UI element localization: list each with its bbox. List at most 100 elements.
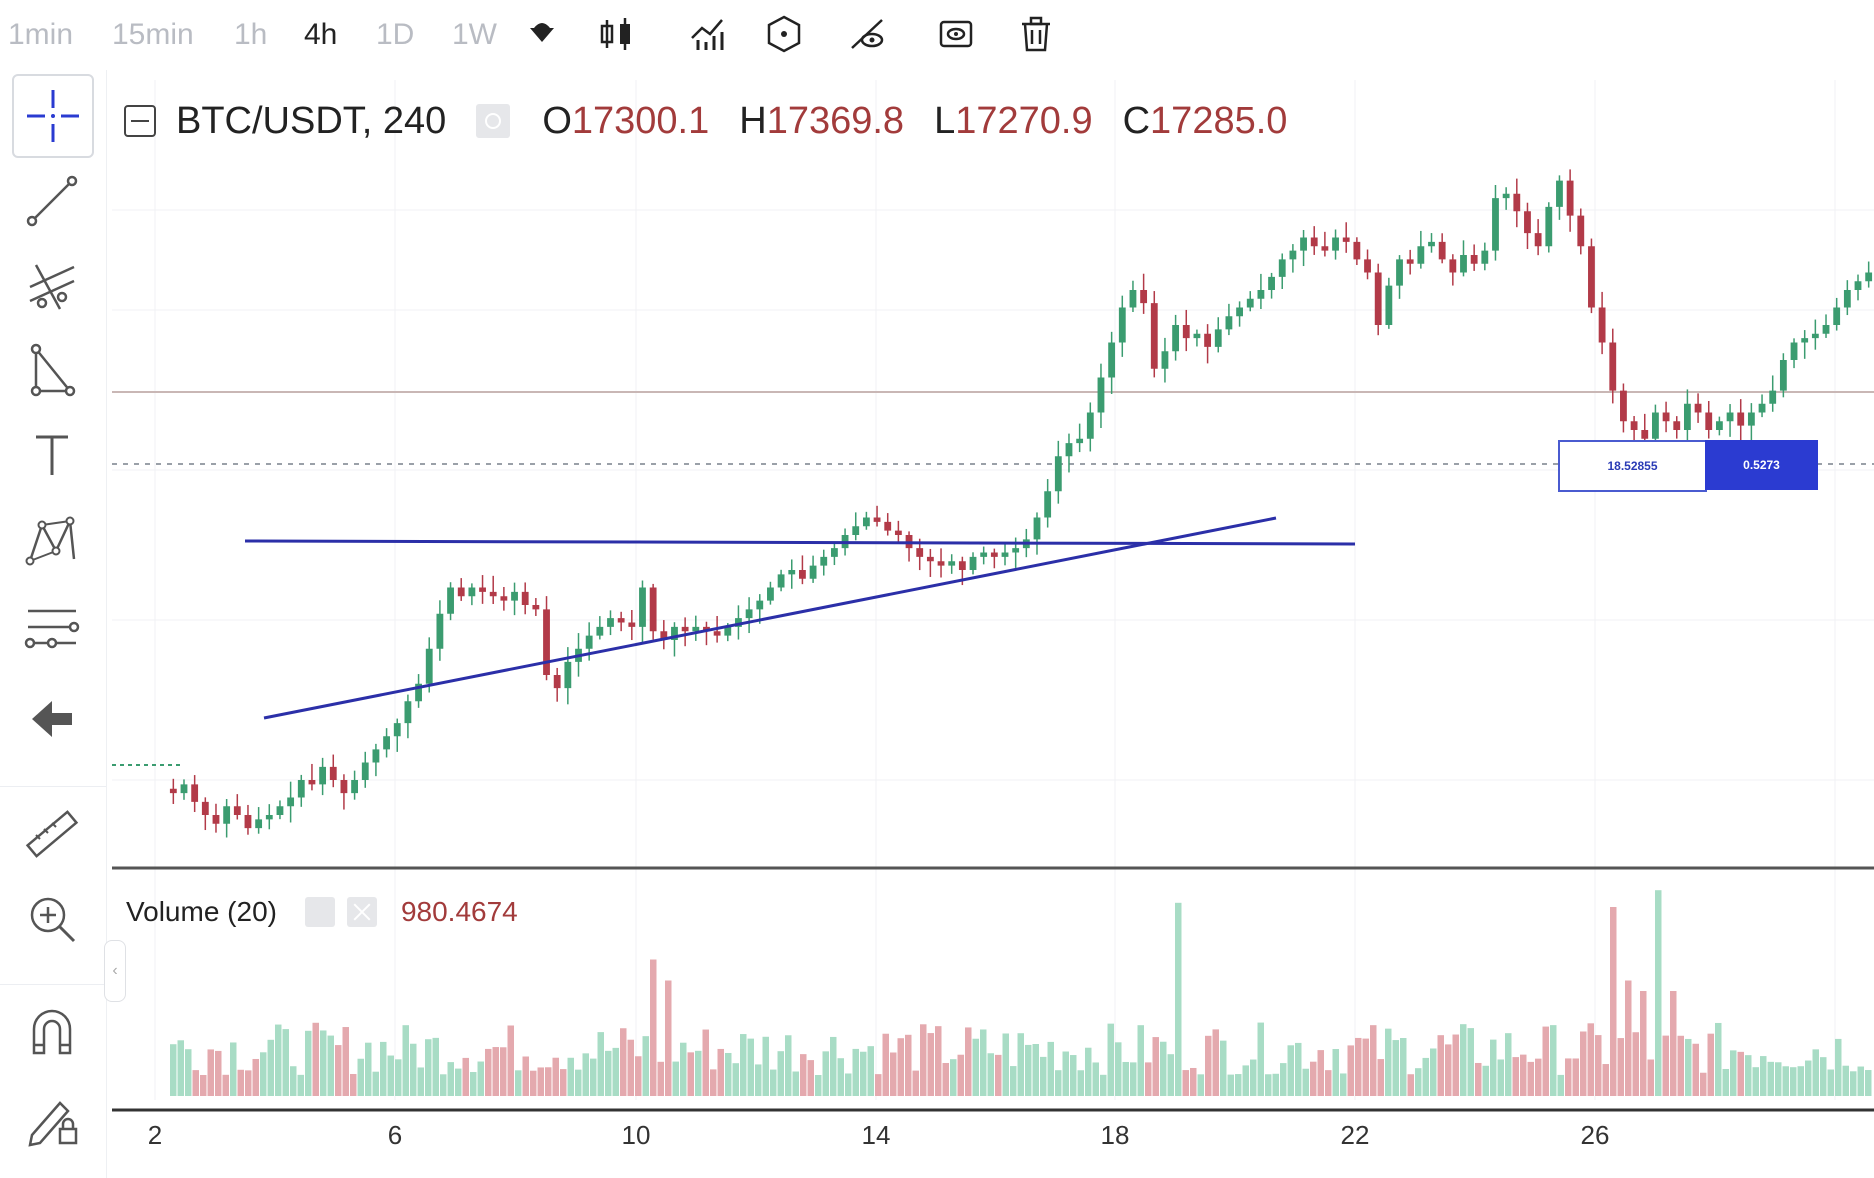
trash-icon[interactable] [1016, 14, 1056, 54]
timeframe-15min[interactable]: 15min [112, 18, 194, 51]
favorites-dropdown-icon[interactable] [522, 14, 562, 54]
volume-value: 980.4674 [400, 896, 518, 927]
measure-label-right[interactable]: 0.5273 [1705, 440, 1818, 490]
xabcd-pattern-tool[interactable] [12, 502, 92, 580]
candle-body [511, 591, 518, 601]
volume-bar [1452, 1034, 1459, 1096]
volume-bar [1685, 1038, 1692, 1096]
volume-bar [980, 1029, 987, 1096]
volume-bar [417, 1067, 424, 1096]
candle-body [1172, 325, 1180, 352]
volume-bar [1595, 1035, 1602, 1096]
alerts-icon[interactable] [764, 14, 804, 54]
magnet-tool[interactable] [12, 994, 92, 1072]
timeframe-1D[interactable]: 1D [376, 18, 415, 51]
volume-legend: Volume (20) 980.4674 [126, 890, 518, 934]
trend-line-tool[interactable] [12, 162, 92, 240]
collapse-legend-icon[interactable] [124, 105, 156, 137]
candle-body [1278, 259, 1286, 277]
volume-bar [785, 1035, 792, 1096]
volume-bar [1040, 1056, 1047, 1096]
volume-bar [372, 1071, 379, 1096]
collapse-toolbar-handle[interactable]: ‹ [104, 940, 126, 1002]
volume-bar [1370, 1025, 1377, 1096]
resistance-line[interactable] [244, 539, 1356, 546]
candle-body [340, 780, 348, 794]
candle-body [1492, 198, 1499, 251]
candle-body [1182, 325, 1190, 339]
fib-tool[interactable] [12, 588, 92, 666]
indicators-icon[interactable] [688, 14, 728, 54]
drawing-visibility-icon[interactable] [848, 14, 888, 54]
low-value: 17270.9 [955, 99, 1093, 142]
volume-bar [1437, 1035, 1444, 1096]
volume-bar [770, 1069, 777, 1096]
candle-body [767, 587, 774, 601]
hide-icon[interactable] [936, 14, 976, 54]
volume-bar [365, 1042, 372, 1096]
measure-label-left[interactable]: 18.52855 [1558, 440, 1707, 492]
volume-bar [1737, 1051, 1744, 1096]
candle-type-icon[interactable] [596, 14, 636, 54]
candle-body [1364, 259, 1371, 273]
volume-bar [702, 1029, 709, 1096]
volume-bar [1235, 1074, 1242, 1096]
volume-settings-icon[interactable] [304, 897, 335, 927]
volume-bar [410, 1043, 417, 1096]
candle-body [1598, 307, 1606, 343]
candle-body [1524, 211, 1531, 234]
candle-body [1513, 193, 1521, 212]
triangle-pattern-tool[interactable] [12, 332, 92, 410]
candle-body [564, 661, 572, 689]
volume-bar [1025, 1044, 1032, 1096]
candle-body [937, 561, 945, 566]
back-arrow-tool[interactable] [12, 680, 92, 758]
volume-label[interactable]: Volume (20) [126, 896, 277, 927]
candle-body [1310, 237, 1318, 247]
volume-bar [1002, 1033, 1009, 1096]
candle-body [724, 626, 732, 636]
candle-body [1534, 233, 1542, 247]
volume-bar [470, 1072, 477, 1096]
volume-bar [215, 1050, 222, 1096]
volume-bar [1572, 1058, 1579, 1096]
volume-bar [1055, 1070, 1062, 1096]
volume-remove-icon[interactable] [346, 897, 377, 927]
volume-bar [777, 1051, 784, 1096]
ascending-trend-line[interactable] [263, 516, 1277, 720]
volume-bar [267, 1039, 274, 1096]
candle-body [1822, 325, 1830, 334]
volume-bar [1602, 1064, 1609, 1096]
candle-body [958, 561, 966, 570]
symbol-title[interactable]: BTC/USDT, 240 [176, 99, 447, 142]
ruler-tool[interactable] [12, 794, 92, 872]
crosshair-tool[interactable] [12, 74, 94, 158]
zoom-in-tool[interactable] [12, 880, 92, 958]
candle-body [1652, 412, 1659, 439]
timeframe-1h[interactable]: 1h [234, 18, 268, 51]
volume-bar [1130, 1062, 1137, 1096]
volume-bar [1250, 1059, 1257, 1096]
volume-bar [845, 1073, 852, 1096]
lock-drawing-tool[interactable] [12, 1080, 92, 1158]
timeframe-4h[interactable]: 4h [304, 18, 338, 51]
candle-body [1097, 377, 1105, 413]
candle-body [319, 766, 327, 785]
pitchfork-tool[interactable] [12, 248, 92, 326]
candle-body [1715, 421, 1723, 430]
timeframe-1min[interactable]: 1min [8, 18, 74, 51]
text-tool[interactable] [12, 416, 92, 494]
volume-bar [357, 1058, 364, 1096]
timeframe-1W[interactable]: 1W [452, 18, 497, 51]
candle-body [521, 591, 529, 605]
candle-body [532, 605, 540, 610]
settings-icon[interactable] [476, 104, 511, 138]
volume-bar [612, 1047, 619, 1096]
volume-bar [1175, 902, 1182, 1096]
volume-bar [177, 1040, 184, 1096]
volume-bar [237, 1069, 244, 1096]
volume-bar [1617, 1038, 1624, 1096]
candle-body [1193, 333, 1201, 339]
candle-body [1129, 290, 1137, 308]
